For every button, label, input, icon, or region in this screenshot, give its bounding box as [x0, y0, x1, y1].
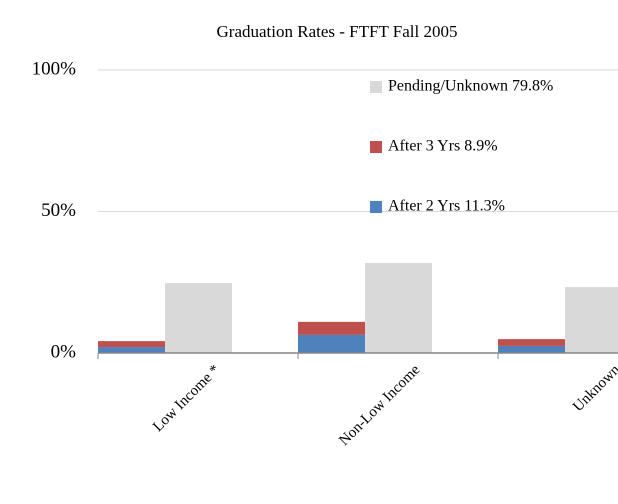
x-tick-label: Unknown [570, 362, 618, 416]
legend-label: After 3 Yrs 8.9% [388, 138, 498, 155]
legend-swatch [370, 81, 382, 93]
bar [365, 263, 432, 353]
bar [498, 339, 565, 346]
bar [498, 345, 565, 353]
x-tick-label: Non-Low Income [336, 362, 423, 449]
legend-swatch [370, 141, 382, 153]
y-tick-label: 50% [41, 200, 76, 221]
bar [298, 321, 365, 335]
bar [565, 287, 618, 353]
bar [98, 347, 165, 353]
legend-label: Pending/Unknown 79.8% [388, 78, 553, 95]
x-tick-label: Low Income * [150, 362, 223, 435]
bar [298, 334, 365, 353]
legend-swatch [370, 201, 382, 213]
chart-title: Graduation Rates - FTFT Fall 2005 [217, 22, 458, 41]
y-tick-label: 0% [51, 341, 77, 362]
y-tick-label: 100% [32, 58, 77, 79]
bar [98, 341, 165, 348]
legend-label: After 2 Yrs 11.3% [388, 198, 505, 215]
bar [165, 283, 232, 353]
